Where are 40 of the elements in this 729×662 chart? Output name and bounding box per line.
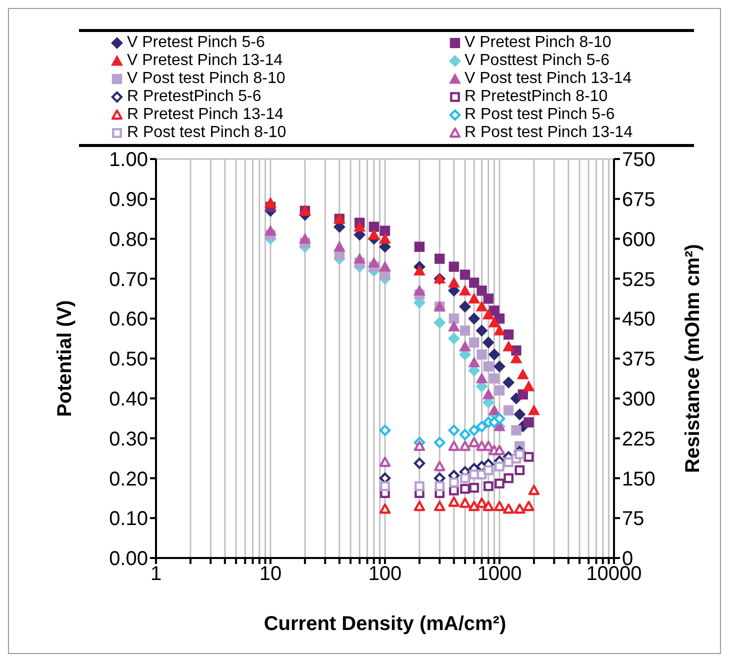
y-tick-label: 0.40 xyxy=(109,388,148,410)
y-tick-label: 0.30 xyxy=(109,428,148,450)
legend-label: R Post test Pinch 5-6 xyxy=(464,106,615,124)
y-tick-label: 1.00 xyxy=(109,149,148,172)
x-tick-label: 10 xyxy=(259,563,282,586)
x-tick-label: 100 xyxy=(368,563,402,586)
x-axis-title: Current Density (mA/cm²) xyxy=(264,613,506,635)
legend-label: V Pretest Pinch 5-6 xyxy=(127,34,265,52)
legend-label: R Post test Pinch 8-10 xyxy=(127,124,286,142)
legend-label: V Pretest Pinch 13-14 xyxy=(127,52,283,70)
y-tick-label: 0.20 xyxy=(109,468,148,490)
y2-tick-label: 675 xyxy=(622,189,656,211)
y-axis-title: Potential (V) xyxy=(54,300,76,417)
y-tick-label: 0.00 xyxy=(109,548,148,570)
x-tick-label: 1000 xyxy=(477,563,522,586)
y2-axis-title: Resistance (mOhm cm²) xyxy=(682,244,704,473)
y2-tick-label: 150 xyxy=(622,468,656,490)
legend-label: R PretestPinch 8-10 xyxy=(464,88,608,106)
y2-tick-label: 600 xyxy=(622,228,656,251)
y2-tick-label: 525 xyxy=(622,268,656,291)
legend-label: R Post test Pinch 13-14 xyxy=(464,124,633,142)
y2-tick-label: 750 xyxy=(622,149,656,172)
legend-label: V Posttest Pinch 5-6 xyxy=(464,52,610,70)
y-tick-label: 0.60 xyxy=(109,308,148,331)
y2-tick-label: 375 xyxy=(622,348,656,371)
y2-tick-label: 75 xyxy=(622,508,644,530)
y2-tick-label: 300 xyxy=(622,388,656,410)
y-tick-label: 0.10 xyxy=(109,508,148,530)
y-tick-label: 0.70 xyxy=(109,268,148,291)
y2-tick-label: 225 xyxy=(622,428,656,450)
legend-label: V Pretest Pinch 8-10 xyxy=(464,34,612,52)
legend-label: R Pretest Pinch 13-14 xyxy=(127,106,284,124)
legend-label: V Post test Pinch 13-14 xyxy=(464,70,632,88)
y2-tick-label: 450 xyxy=(622,308,656,331)
y-tick-label: 0.90 xyxy=(109,189,148,211)
legend-label: R PretestPinch 5-6 xyxy=(127,88,262,106)
x-tick-label: 1 xyxy=(150,563,162,586)
y-tick-label: 0.50 xyxy=(109,348,148,371)
y-tick-label: 0.80 xyxy=(109,228,148,251)
legend-label: V Post test Pinch 8-10 xyxy=(127,70,286,88)
